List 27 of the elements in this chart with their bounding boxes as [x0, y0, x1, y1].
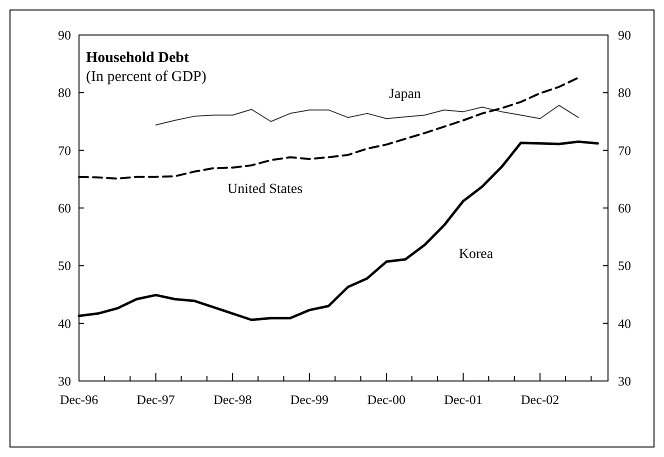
y-tick-label: 80: [58, 85, 71, 100]
y-tick-label: 50: [58, 258, 71, 274]
x-tick-label: Dec-98: [213, 392, 252, 407]
y-tick-label: 70: [58, 142, 71, 158]
series-label: Korea: [458, 247, 494, 262]
y2-tick-label: 90: [618, 28, 631, 43]
y-tick-label: 30: [58, 374, 71, 389]
x-tick-label: Dec-02: [520, 392, 560, 407]
line-series: [155, 104, 579, 126]
series-label: United States: [227, 182, 303, 197]
y2-tick-label: 70: [618, 142, 631, 158]
x-tick-label: Dec-97: [136, 392, 176, 407]
y2-tick-label: 80: [618, 85, 631, 100]
series-label: Japan: [389, 87, 421, 102]
y-tick-label: 40: [58, 316, 71, 331]
y2-tick-label: 50: [618, 258, 631, 274]
x-tick-label: Dec-99: [290, 392, 329, 407]
y-tick-label: 90: [58, 28, 71, 43]
text: (In percent of GDP): [86, 69, 206, 85]
text: Household Debt: [86, 50, 189, 66]
y2-tick-label: 60: [618, 200, 631, 216]
x-tick-label: Dec-00: [367, 392, 406, 407]
y-tick-label: 60: [58, 200, 71, 216]
x-tick-label: Dec-96: [60, 392, 99, 407]
x-tick-label: Dec-01: [444, 392, 482, 407]
y2-tick-label: 40: [618, 316, 631, 331]
y2-tick-label: 30: [618, 374, 631, 389]
